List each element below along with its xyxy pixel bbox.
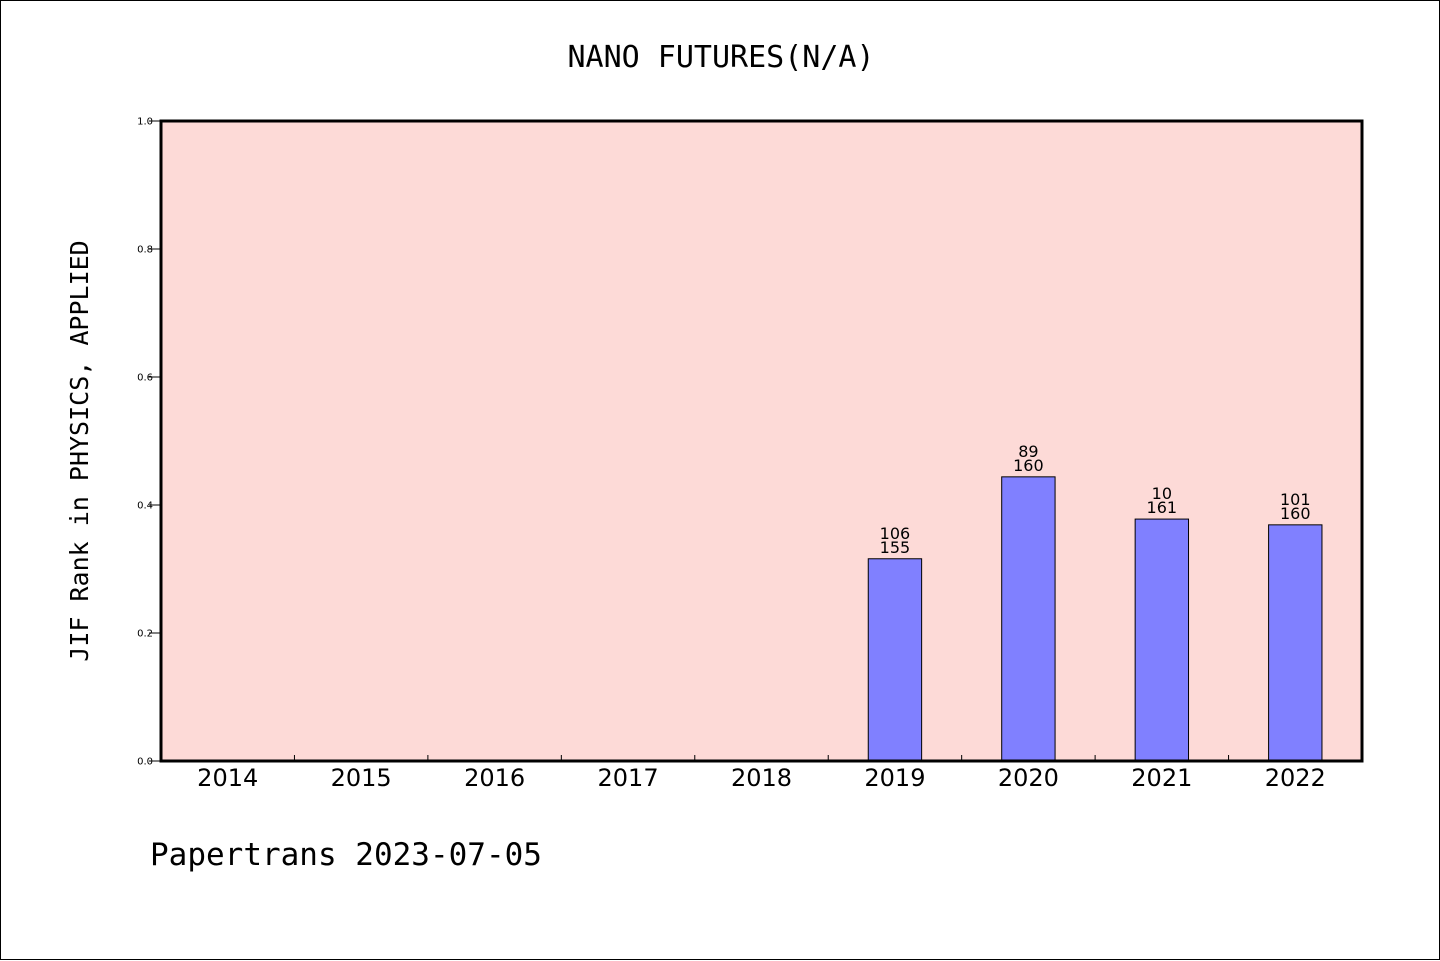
y-axis: 0.0 0.2 0.4 0.6 0.8 1.0 [137,117,161,768]
y-tick-label: 1.0 [137,117,153,128]
bar-2022 [1268,524,1323,762]
x-tick-label: 2018 [731,764,792,792]
plot-border [159,119,1364,763]
bar-2021 [1134,518,1190,762]
bar-2020 [1001,476,1056,762]
bar-label-total: 155 [880,538,911,557]
bar-label-rank: 10 [1152,484,1172,503]
bar-label-rank: 89 [1018,442,1038,461]
y-axis-label: JIF Rank in PHYSICS, APPLIED [65,240,94,661]
chart-title: NANO FUTURES(N/A) [567,40,874,75]
x-axis: 2014 2015 2016 2017 2018 2019 2020 2021 2022 [197,755,1326,792]
x-tick-label: 2019 [864,764,925,792]
bar-label-total: 161 [1147,498,1178,517]
y-tick-label: 0.2 [137,629,153,640]
y-tick-label: 0.6 [137,373,153,384]
bar-2019 [867,558,923,762]
x-tick-label: 2014 [197,764,258,792]
bar-label-rank: 106 [880,524,911,543]
bar-label-total: 160 [1013,456,1044,475]
bar-label-total: 160 [1280,504,1311,523]
bar-label-rank: 101 [1280,490,1311,509]
y-tick-label: 0.0 [137,757,153,768]
footer-credit: Papertrans 2023-07-05 [150,837,542,873]
x-tick-label: 2021 [1131,764,1192,792]
x-tick-label: 2015 [331,764,392,792]
y-tick-label: 0.8 [137,245,153,256]
x-tick-label: 2016 [464,764,525,792]
x-tick-label: 2022 [1265,764,1326,792]
y-tick-label: 0.4 [137,501,153,512]
x-tick-label: 2017 [598,764,659,792]
x-tick-label: 2020 [998,764,1059,792]
bar-series [867,476,1323,762]
